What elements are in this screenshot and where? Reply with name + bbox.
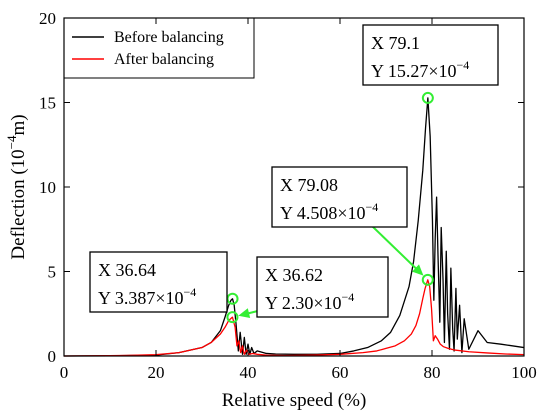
annotation-box-1 (362, 24, 499, 86)
legend: Before balancing After balancing (63, 17, 255, 79)
x-tick-label: 80 (424, 363, 441, 382)
annotation-box-3 (89, 251, 228, 313)
annotation-arrow-head-2 (412, 264, 424, 276)
y-tick-label: 5 (48, 263, 57, 282)
annotation-layer: X 79.1 Y 15.27×10−4 X 79.08 Y 4.508×10−4 X 3… (89, 24, 499, 319)
annotation-arrow-line-2 (371, 225, 419, 271)
peak-marker-2 (421, 273, 434, 286)
x-tick-label: 0 (60, 363, 69, 382)
y-tick-label: 0 (48, 347, 57, 366)
x-axis-title: Relative speed (%) (222, 390, 367, 411)
x-tick-label: 60 (332, 363, 349, 382)
y-tick-label: 20 (39, 9, 56, 28)
annotation-x-label-1: X 79.1 (371, 33, 420, 53)
x-tick-label: 20 (148, 363, 165, 382)
y-tick-label: 15 (39, 94, 56, 113)
legend-box (63, 17, 255, 79)
axes-layer: 0 20 40 60 80 100 0 5 10 15 20 Relative speed (%) De… (4, 9, 537, 411)
annotation-y-label-3: Y 3.387×10−4 (98, 285, 196, 308)
annotation-x-label-3: X 36.64 (98, 260, 156, 280)
annotation-arrow-head-4 (238, 308, 251, 319)
legend-label-1: Before balancing (114, 29, 224, 46)
annotation-y-label-2: Y 4.508×10−4 (280, 200, 378, 223)
annotation-y-label-1: Y 15.27×10−4 (371, 58, 469, 81)
peak-marker-4 (226, 311, 239, 324)
legend-label-2: After balancing (114, 51, 214, 68)
annotation-x-label-4: X 36.62 (265, 265, 323, 285)
x-tick-label: 40 (240, 363, 257, 382)
annotation-y-label-4: Y 2.30×10−4 (265, 290, 354, 313)
y-axis-title: Deflection (10−4m) (4, 114, 29, 259)
x-tick-label: 100 (511, 363, 537, 382)
annotation-x-label-2: X 79.08 (280, 175, 338, 195)
peak-marker-1 (421, 91, 434, 104)
annotation-box-2 (271, 166, 408, 228)
marker-layer (226, 91, 434, 324)
y-tick-label: 10 (39, 178, 56, 197)
annotation-box-4 (256, 256, 389, 318)
